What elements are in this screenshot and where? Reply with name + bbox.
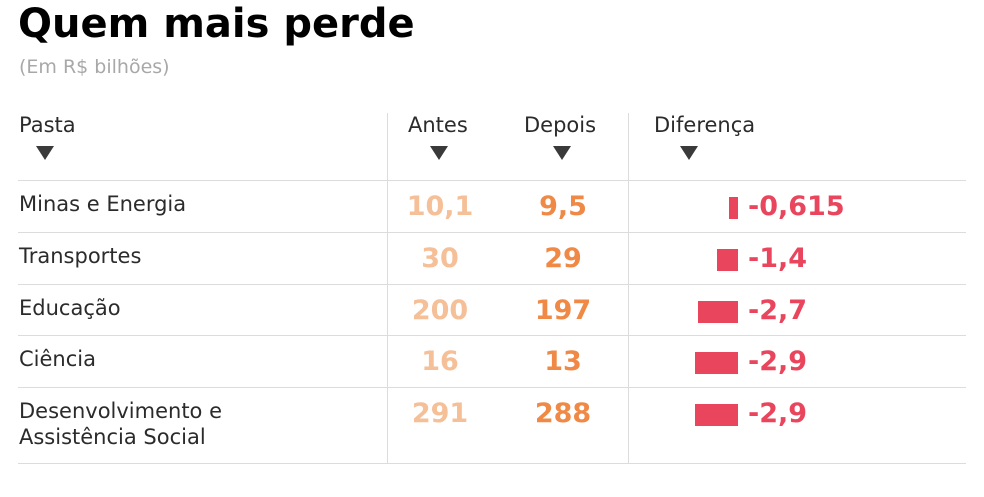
depois-value: 9,5 bbox=[539, 191, 587, 222]
sort-down-icon[interactable] bbox=[430, 146, 448, 160]
diferenca-value: -1,4 bbox=[748, 243, 808, 274]
diferenca-bar bbox=[695, 352, 738, 374]
sort-down-icon[interactable] bbox=[680, 146, 698, 160]
antes-value: 200 bbox=[411, 295, 469, 326]
row-divider bbox=[18, 463, 966, 464]
depois-value: 288 bbox=[534, 398, 592, 429]
column-header-pasta[interactable]: Pasta bbox=[19, 113, 76, 137]
column-header-diferenca[interactable]: Diferença bbox=[654, 113, 756, 137]
diferenca-bar bbox=[697, 301, 738, 323]
column-divider bbox=[387, 113, 388, 463]
column-divider bbox=[628, 113, 629, 463]
pasta-label: Minas e Energia bbox=[19, 192, 187, 216]
antes-value: 291 bbox=[411, 398, 469, 429]
row-divider bbox=[18, 232, 966, 233]
pasta-label: Transportes bbox=[19, 244, 142, 268]
column-header-antes[interactable]: Antes bbox=[408, 113, 468, 137]
pasta-label: Educação bbox=[19, 296, 121, 320]
diferenca-bar bbox=[717, 249, 738, 271]
antes-value: 16 bbox=[421, 346, 459, 377]
diferenca-value: -2,7 bbox=[748, 295, 808, 326]
depois-value: 13 bbox=[544, 346, 582, 377]
diferenca-bar bbox=[728, 197, 738, 219]
sort-down-icon[interactable] bbox=[553, 146, 571, 160]
diferenca-value: -2,9 bbox=[748, 398, 808, 429]
diferenca-value: -2,9 bbox=[748, 346, 808, 377]
column-header-depois[interactable]: Depois bbox=[524, 113, 597, 137]
chart-subtitle: (Em R$ bilhões) bbox=[19, 56, 170, 78]
row-divider bbox=[18, 387, 966, 388]
depois-value: 197 bbox=[534, 295, 592, 326]
diferenca-value: -0,615 bbox=[748, 191, 845, 222]
depois-value: 29 bbox=[544, 243, 582, 274]
pasta-label: Ciência bbox=[19, 347, 96, 371]
antes-value: 30 bbox=[421, 243, 459, 274]
pasta-label: Desenvolvimento e Assistência Social bbox=[19, 399, 222, 449]
chart-title: Quem mais perde bbox=[18, 1, 415, 47]
diferenca-bar bbox=[695, 404, 738, 426]
row-divider bbox=[18, 335, 966, 336]
row-divider bbox=[18, 180, 966, 181]
sort-down-icon[interactable] bbox=[36, 146, 54, 160]
row-divider bbox=[18, 284, 966, 285]
antes-value: 10,1 bbox=[406, 191, 474, 222]
